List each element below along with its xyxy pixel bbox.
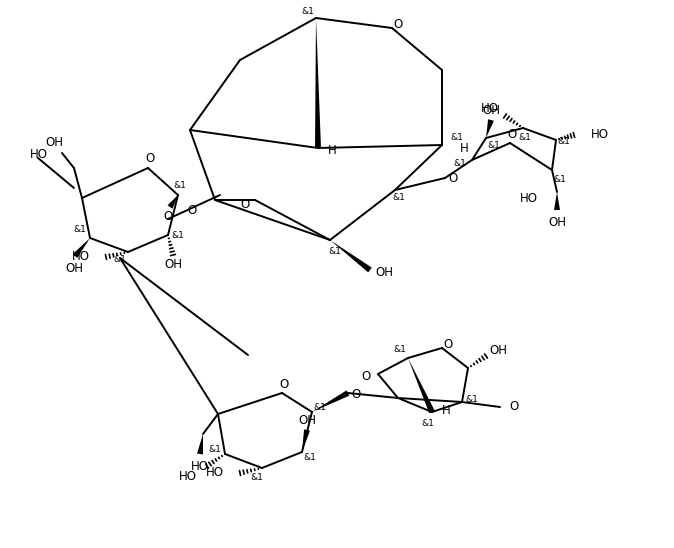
Text: O: O [361, 370, 371, 384]
Text: &1: &1 [172, 231, 185, 239]
Polygon shape [302, 429, 310, 452]
Text: H: H [441, 403, 450, 416]
Text: &1: &1 [487, 141, 500, 151]
Text: &1: &1 [113, 255, 127, 265]
Text: &1: &1 [174, 180, 187, 190]
Text: &1: &1 [73, 225, 86, 235]
Polygon shape [315, 18, 321, 148]
Text: &1: &1 [394, 345, 406, 355]
Text: &1: &1 [392, 193, 406, 203]
Text: &1: &1 [303, 453, 316, 461]
Text: &1: &1 [421, 420, 435, 429]
Text: OH: OH [65, 261, 83, 275]
Text: OH: OH [375, 265, 393, 278]
Text: O: O [163, 210, 173, 224]
Text: O: O [510, 401, 518, 414]
Polygon shape [486, 119, 494, 138]
Polygon shape [73, 238, 90, 258]
Text: H: H [460, 141, 468, 155]
Text: &1: &1 [553, 175, 566, 185]
Text: &1: &1 [466, 396, 479, 404]
Polygon shape [554, 192, 560, 210]
Text: O: O [508, 128, 517, 140]
Text: H: H [328, 144, 336, 157]
Polygon shape [312, 390, 349, 412]
Text: HO: HO [30, 149, 48, 162]
Text: OH: OH [45, 135, 63, 149]
Text: O: O [187, 203, 197, 216]
Text: HO: HO [481, 101, 499, 115]
Text: HO: HO [179, 470, 197, 482]
Text: &1: &1 [208, 444, 222, 454]
Text: O: O [280, 378, 288, 391]
Polygon shape [197, 434, 203, 454]
Text: HO: HO [520, 191, 538, 204]
Polygon shape [330, 240, 372, 272]
Text: O: O [351, 389, 361, 402]
Text: &1: &1 [328, 248, 342, 256]
Text: &1: &1 [313, 402, 326, 412]
Text: O: O [443, 338, 453, 351]
Text: OH: OH [164, 259, 182, 271]
Polygon shape [168, 195, 178, 209]
Text: OH: OH [298, 414, 316, 426]
Text: OH: OH [482, 104, 500, 117]
Text: O: O [241, 198, 249, 212]
Text: &1: &1 [450, 133, 464, 141]
Text: HO: HO [206, 466, 224, 480]
Text: &1: &1 [518, 134, 531, 142]
Text: O: O [394, 18, 402, 31]
Text: &1: &1 [557, 138, 570, 146]
Text: HO: HO [72, 250, 90, 264]
Text: &1: &1 [454, 158, 466, 168]
Text: O: O [448, 173, 458, 186]
Text: HO: HO [191, 460, 209, 472]
Text: &1: &1 [251, 473, 264, 482]
Text: OH: OH [489, 344, 507, 357]
Text: O: O [146, 152, 154, 165]
Polygon shape [408, 358, 435, 413]
Text: &1: &1 [301, 7, 315, 15]
Text: HO: HO [591, 128, 609, 141]
Text: OH: OH [548, 215, 566, 229]
